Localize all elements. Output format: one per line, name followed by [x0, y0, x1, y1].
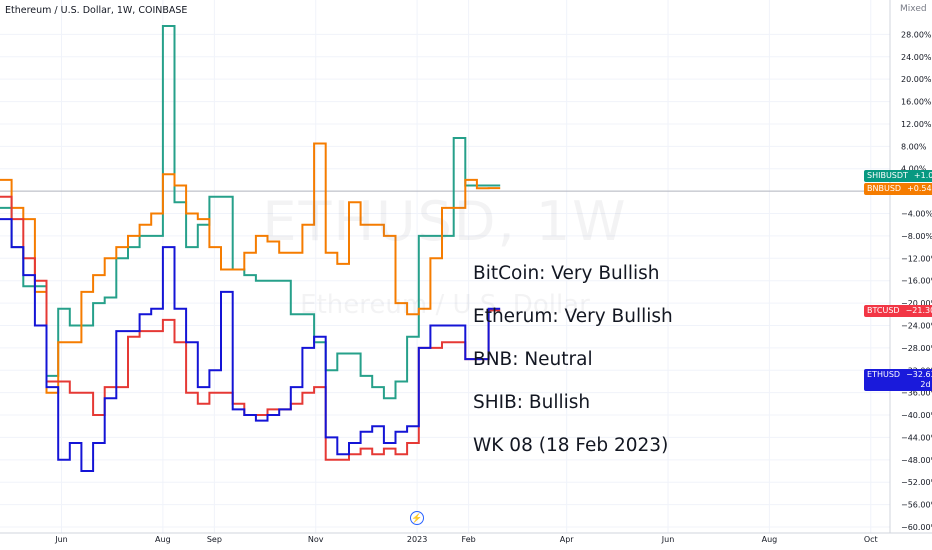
chart-title: Ethereum / U.S. Dollar, 1W, COINBASE [5, 5, 188, 16]
y-tick-label: −40.00% [901, 411, 932, 420]
y-tick-label: −52.00% [901, 478, 932, 487]
x-tick-label: Oct [864, 535, 878, 544]
x-tick-label: Nov [308, 535, 324, 544]
time-axis[interactable]: Jun Aug Sep Nov 2023 Feb Apr Jun Aug Oct [54, 535, 877, 544]
y-tick-label: 12.00% [901, 120, 932, 129]
price-tag-ethusd: ETHUSD −32.63% 2d 1h [864, 369, 932, 391]
y-tick-label: 8.00% [901, 142, 927, 151]
note-bnb: BNB: Neutral [473, 349, 593, 370]
series-layer [0, 25, 501, 472]
price-tag-btcusd: BTCUSD −21.30% [864, 305, 932, 317]
price-tag-countdown: 2d 1h [920, 380, 932, 389]
y-tick-label: −36.00% [901, 389, 932, 398]
x-tick-label: Jun [54, 535, 68, 544]
watermark-symbol: ETHUSD, 1W [262, 190, 628, 253]
y-tick-label: −48.00% [901, 456, 932, 465]
price-tag-bnbusd: BNBUSD +0.54% [864, 183, 932, 195]
y-tick-label: −60.00% [901, 523, 932, 532]
y-tick-label: −4.00% [901, 210, 932, 219]
y-tick-label: 16.00% [901, 98, 932, 107]
y-tick-label: −20.00% [901, 299, 932, 308]
price-tag-value: +0.54% [907, 184, 932, 193]
x-tick-label: Aug [762, 535, 778, 544]
price-tag-value: −21.30% [905, 306, 932, 315]
x-tick-label: Aug [155, 535, 171, 544]
y-tick-label: 24.00% [901, 53, 932, 62]
note-btc: BitCoin: Very Bullish [473, 263, 660, 284]
y-tick-label: 4.00% [901, 165, 927, 174]
x-tick-label: Feb [462, 535, 476, 544]
chart-grid [0, 0, 890, 533]
note-eth: Etherum: Very Bullish [473, 306, 673, 327]
watermark-description: Ethereum / U.S. Dollar [300, 290, 590, 320]
y-tick-label: 20.00% [901, 75, 932, 84]
y-tick-label: −16.00% [901, 277, 932, 286]
y-tick-label: 28.00% [901, 30, 932, 39]
price-tag-value: −32.63% [906, 370, 932, 379]
price-axis[interactable]: 28.00% 24.00% 20.00% 16.00% 12.00% 8.00% 4.00%… [901, 30, 932, 532]
price-tag-symbol: ETHUSD [867, 370, 901, 379]
y-tick-label: −24.00% [901, 321, 932, 330]
y-tick-label: −56.00% [901, 501, 932, 510]
series-line-ethusd [0, 218, 501, 472]
note-shib: SHIB: Bullish [473, 392, 591, 413]
scale-mode-label[interactable]: Mixed [900, 4, 927, 14]
price-tag-shibusdt: SHIBUSDT +1.00% [864, 170, 932, 182]
y-tick-label: −12.00% [901, 254, 932, 263]
x-tick-label: Sep [207, 535, 222, 544]
y-tick-label: −44.00% [901, 433, 932, 442]
note-week: WK 08 (18 Feb 2023) [473, 435, 669, 456]
price-tag-value: +1.00% [913, 171, 932, 180]
price-tag-symbol: BTCUSD [867, 306, 900, 315]
lightning-icon[interactable]: ⚡ [410, 511, 424, 525]
y-tick-label: −28.00% [901, 344, 932, 353]
x-tick-label: Jun [661, 535, 675, 544]
x-tick-label: Apr [560, 535, 575, 544]
series-line-bnbusd [0, 142, 501, 394]
y-tick-label: −8.00% [901, 232, 932, 241]
x-tick-label: 2023 [407, 535, 427, 544]
price-tag-symbol: BNBUSD [867, 184, 902, 193]
price-tag-symbol: SHIBUSDT [867, 171, 908, 180]
